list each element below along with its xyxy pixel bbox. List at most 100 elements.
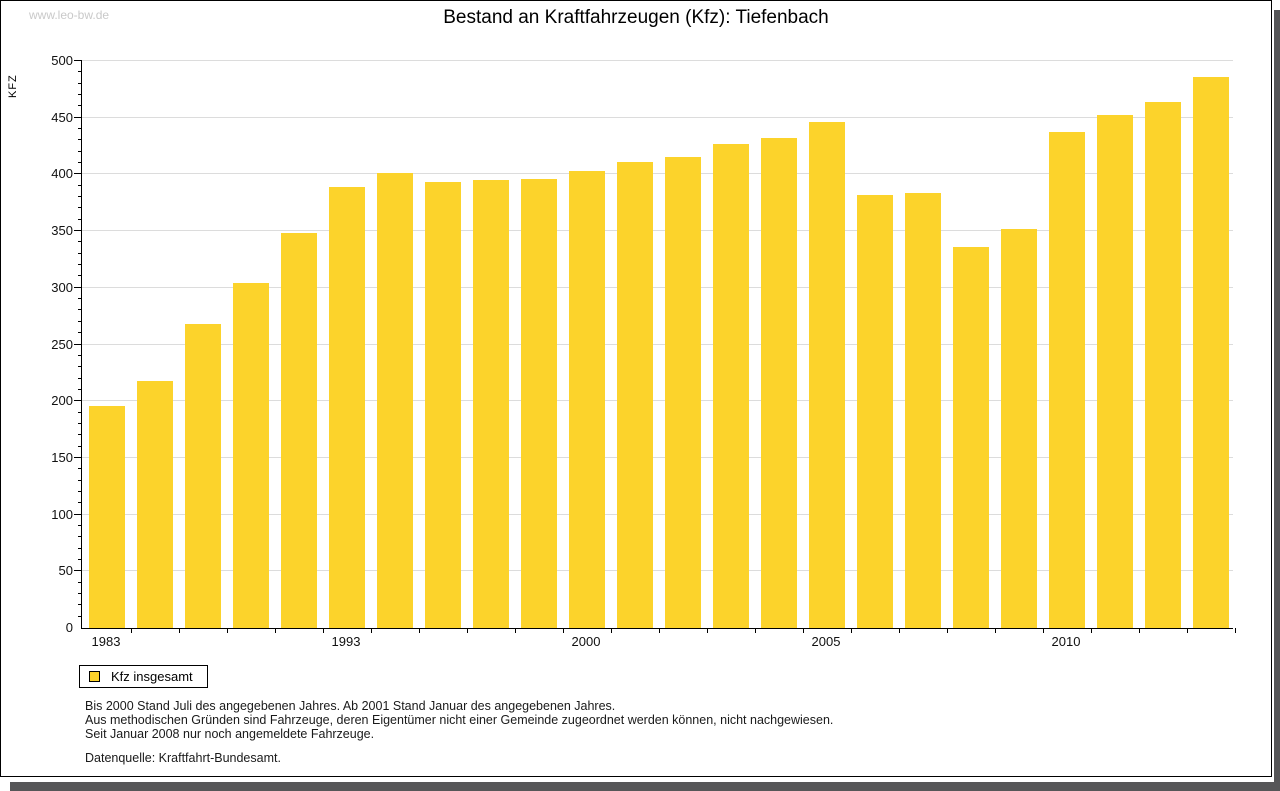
y-minor-tick-310: [78, 275, 82, 277]
y-minor-tick-460: [78, 105, 82, 107]
gridline-y-350: [82, 230, 1233, 232]
x-tick-label-1993: 1993: [331, 634, 361, 649]
x-tick-8: [515, 628, 516, 633]
footnote-line-2: Aus methodischen Gründen sind Fahrzeuge,…: [85, 713, 834, 727]
y-major-tick-500: [74, 60, 82, 61]
x-tick-17: [947, 628, 948, 633]
bar-1995: [377, 173, 413, 628]
bar-1999: [521, 178, 557, 628]
x-tick-label-2000: 2000: [571, 634, 601, 649]
bar-2002: [665, 157, 701, 628]
y-minor-tick-90: [78, 524, 82, 526]
gridline-y-250: [82, 343, 1233, 345]
y-minor-tick-330: [78, 252, 82, 254]
y-major-tick-150: [74, 456, 82, 458]
x-axis-tick-labels: 1983 1993 2000 2005 2010: [81, 634, 1241, 652]
y-minor-tick-340: [78, 241, 82, 243]
y-minor-tick-270: [78, 320, 82, 322]
gridline-y-450: [82, 116, 1233, 118]
bar-2005: [809, 122, 845, 628]
y-minor-tick-470: [78, 94, 82, 96]
legend-swatch: [89, 671, 100, 682]
y-tick-label-50: 50: [58, 563, 73, 579]
x-tick-label-2005: 2005: [811, 634, 841, 649]
gridline-y-100: [82, 513, 1233, 515]
y-minor-tick-220: [78, 377, 82, 379]
x-tick-19: [1043, 628, 1044, 633]
y-major-tick-300: [74, 286, 82, 288]
footnotes: Bis 2000 Stand Juli des angegebenen Jahr…: [85, 699, 833, 741]
bar-2011: [1097, 115, 1133, 628]
gridline-y-150: [82, 456, 1233, 458]
x-tick-label-1983: 1983: [91, 634, 121, 649]
bar-2013: [1193, 76, 1229, 628]
gridline-y-300: [82, 286, 1233, 288]
bar-2010: [1049, 132, 1085, 628]
y-minor-tick-20: [78, 604, 82, 606]
y-tick-label-150: 150: [51, 449, 73, 465]
y-minor-tick-30: [78, 592, 82, 594]
footnote-line-1: Bis 2000 Stand Juli des angegebenen Jahr…: [85, 699, 616, 713]
gridline-y-50: [82, 570, 1233, 572]
y-tick-label-400: 400: [51, 166, 73, 182]
x-tick-18: [995, 628, 996, 633]
bar-1991: [281, 233, 317, 628]
x-tick-20: [1091, 628, 1092, 633]
x-tick-21: [1139, 628, 1140, 633]
gridline-y-500: [82, 60, 1233, 61]
y-minor-tick-180: [78, 422, 82, 424]
chart-panel: www.leo-bw.de Bestand an Kraftfahrzeugen…: [0, 0, 1272, 777]
y-minor-tick-80: [78, 536, 82, 538]
bar-2000: [569, 171, 605, 628]
y-minor-tick-480: [78, 82, 82, 84]
bar-1983: [89, 405, 125, 628]
bar-2009: [1001, 228, 1037, 628]
x-tick-3: [275, 628, 276, 633]
y-major-tick-100: [74, 513, 82, 515]
y-minor-tick-60: [78, 558, 82, 560]
bar-2003: [713, 143, 749, 628]
y-minor-tick-130: [78, 479, 82, 481]
y-minor-tick-210: [78, 388, 82, 390]
y-tick-label-100: 100: [51, 506, 73, 522]
panel-shadow-right: [1274, 10, 1280, 791]
bar-2008: [953, 246, 989, 628]
x-tick-0: [131, 628, 132, 633]
bar-1985: [137, 380, 173, 628]
bar-2004: [761, 138, 797, 628]
y-minor-tick-140: [78, 468, 82, 470]
legend: Kfz insgesamt: [79, 665, 208, 688]
y-major-tick-250: [74, 343, 82, 345]
data-source: Datenquelle: Kraftfahrt-Bundesamt.: [85, 751, 281, 765]
x-tick-12: [707, 628, 708, 633]
x-tick-16: [899, 628, 900, 633]
bar-1989: [233, 283, 269, 628]
x-tick-label-2010: 2010: [1051, 634, 1081, 649]
y-minor-tick-70: [78, 547, 82, 549]
bar-1997: [425, 182, 461, 628]
y-major-tick-400: [74, 173, 82, 175]
y-minor-tick-410: [78, 162, 82, 164]
y-minor-tick-320: [78, 264, 82, 266]
y-minor-tick-370: [78, 207, 82, 209]
bar-2012: [1145, 101, 1181, 628]
x-tick-15: [851, 628, 852, 633]
y-major-tick-200: [74, 400, 82, 402]
panel-shadow-bottom: [10, 782, 1280, 791]
y-minor-tick-260: [78, 332, 82, 334]
x-tick-5: [371, 628, 372, 633]
y-minor-tick-240: [78, 354, 82, 356]
watermark: www.leo-bw.de: [29, 8, 110, 22]
y-tick-label-200: 200: [51, 393, 73, 409]
x-tick-10: [611, 628, 612, 633]
y-minor-tick-380: [78, 196, 82, 198]
y-minor-tick-430: [78, 139, 82, 141]
y-minor-tick-280: [78, 309, 82, 311]
x-tick-1: [179, 628, 180, 633]
y-tick-label-300: 300: [51, 279, 73, 295]
x-tick-2: [227, 628, 228, 633]
y-tick-label-500: 500: [51, 53, 73, 68]
x-tick-22: [1187, 628, 1188, 633]
y-minor-tick-490: [78, 71, 82, 73]
x-tick-7: [467, 628, 468, 633]
